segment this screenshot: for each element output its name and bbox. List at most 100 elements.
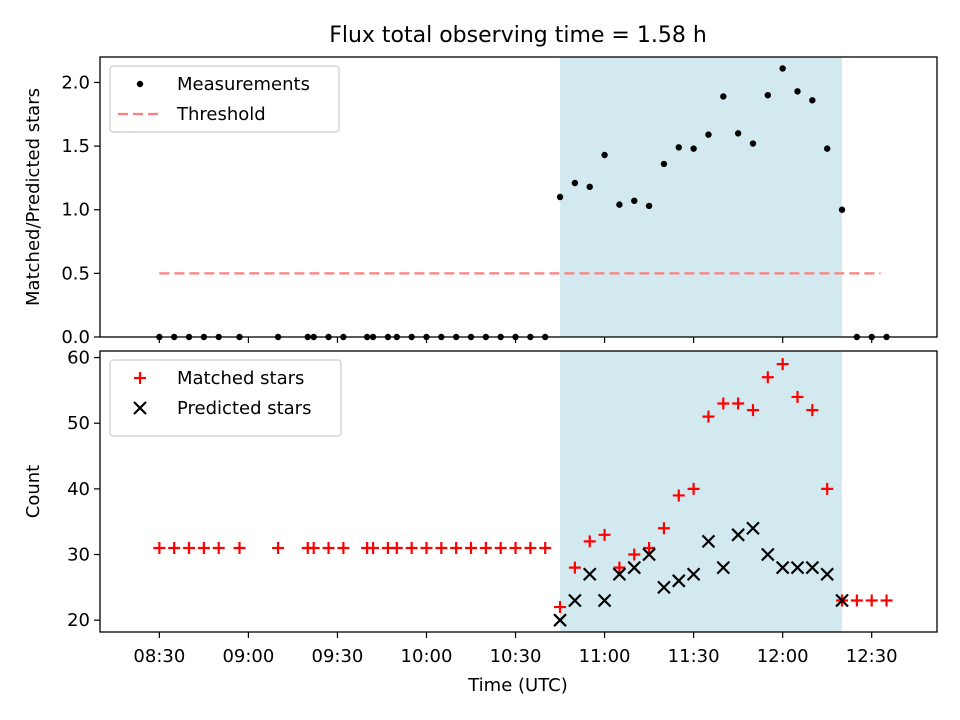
data-point bbox=[645, 202, 653, 210]
x-tick-label: 11:30 bbox=[668, 646, 720, 667]
data-point bbox=[583, 535, 596, 548]
data-point bbox=[791, 390, 804, 403]
data-point bbox=[794, 88, 801, 95]
data-point bbox=[717, 397, 730, 410]
data-point bbox=[568, 593, 582, 608]
data-point bbox=[865, 594, 878, 607]
data-point bbox=[702, 410, 715, 423]
data-point bbox=[734, 130, 742, 137]
data-point bbox=[776, 358, 789, 371]
data-point bbox=[627, 560, 642, 575]
data-point bbox=[761, 371, 774, 384]
axes-frame bbox=[99, 350, 938, 633]
data-point bbox=[568, 561, 581, 574]
data-point bbox=[779, 65, 786, 72]
data-point bbox=[465, 541, 478, 554]
data-point bbox=[307, 541, 320, 554]
x-tick-label: 12:30 bbox=[846, 646, 898, 667]
data-point bbox=[183, 541, 196, 554]
data-point bbox=[212, 541, 225, 554]
data-point bbox=[820, 567, 834, 582]
y-tick-label: 0.0 bbox=[61, 327, 90, 348]
data-point bbox=[806, 404, 819, 417]
data-point bbox=[616, 201, 623, 208]
data-point bbox=[586, 183, 593, 191]
top-panel-ratio: 0.0 0.5 1.0 1.5 2.0 Matched/Predicted stars Me… bbox=[23, 56, 938, 348]
x-tick-label: 08:30 bbox=[133, 646, 185, 667]
series-measurements bbox=[156, 65, 890, 341]
data-point bbox=[631, 197, 638, 205]
data-point bbox=[367, 541, 380, 554]
data-point bbox=[643, 541, 656, 554]
y-tick-label: 40 bbox=[67, 479, 90, 500]
data-point bbox=[764, 91, 772, 99]
data-point bbox=[809, 97, 816, 104]
data-point bbox=[675, 144, 682, 151]
y-tick-label: 30 bbox=[67, 545, 90, 566]
data-point bbox=[420, 541, 433, 554]
y-tick-label: 20 bbox=[67, 610, 90, 631]
data-point bbox=[612, 567, 627, 582]
legend-box bbox=[109, 359, 342, 437]
x-tick-label: 10:00 bbox=[401, 646, 453, 667]
y-tick-label: 0.5 bbox=[61, 263, 90, 284]
data-point bbox=[716, 560, 731, 575]
legend: Matched stars Predicted stars bbox=[109, 359, 342, 437]
data-point bbox=[660, 160, 668, 168]
data-point bbox=[672, 489, 685, 502]
data-point bbox=[761, 547, 775, 562]
x-axis-label: Time (UTC) bbox=[467, 675, 568, 696]
legend-label: Predicted stars bbox=[177, 398, 311, 419]
legend-label: Measurements bbox=[177, 74, 310, 95]
data-point bbox=[479, 541, 492, 554]
legend-box bbox=[109, 65, 340, 133]
y-axis-label: Matched/Predicted stars bbox=[23, 88, 44, 306]
y-tick-label: 1.5 bbox=[61, 136, 90, 157]
data-point bbox=[556, 193, 564, 201]
data-point bbox=[642, 547, 656, 562]
data-point bbox=[322, 541, 335, 554]
data-point bbox=[435, 541, 448, 554]
data-point bbox=[731, 528, 745, 542]
data-point bbox=[749, 140, 757, 147]
y-tick-label: 1.0 bbox=[61, 200, 90, 221]
data-point bbox=[524, 541, 537, 554]
data-point bbox=[553, 613, 567, 627]
data-point bbox=[509, 541, 522, 554]
legend-label: Threshold bbox=[176, 104, 266, 125]
x-tick-label: 10:30 bbox=[490, 646, 542, 667]
data-point bbox=[823, 145, 831, 152]
y-tick-label: 2.0 bbox=[61, 72, 90, 93]
observing-window-span bbox=[560, 57, 843, 337]
data-point bbox=[657, 522, 670, 535]
data-point bbox=[390, 541, 403, 554]
observing-window-span bbox=[560, 351, 843, 632]
data-point bbox=[746, 404, 759, 417]
data-point bbox=[598, 528, 611, 541]
y-tick-label: 60 bbox=[67, 348, 90, 369]
data-point bbox=[880, 594, 893, 607]
data-point bbox=[821, 482, 834, 495]
data-point bbox=[539, 541, 552, 554]
series-matched-stars bbox=[153, 358, 893, 614]
data-point bbox=[450, 541, 463, 554]
data-point bbox=[790, 560, 805, 575]
y-axis-label: Count bbox=[23, 465, 44, 518]
data-point bbox=[571, 179, 579, 187]
data-point bbox=[153, 541, 166, 554]
data-point bbox=[835, 593, 849, 608]
data-point bbox=[597, 593, 612, 608]
data-point bbox=[850, 594, 863, 607]
x-tick-label: 09:30 bbox=[312, 646, 364, 667]
data-point bbox=[701, 534, 716, 549]
y-tick-label: 50 bbox=[67, 413, 90, 434]
series-predicted-stars bbox=[553, 521, 849, 627]
data-point bbox=[671, 574, 686, 588]
x-tick-label: 11:00 bbox=[579, 646, 631, 667]
legend: Measurements Threshold bbox=[109, 65, 340, 133]
data-point bbox=[657, 580, 671, 595]
x-tick-label: 09:00 bbox=[222, 646, 274, 667]
data-point bbox=[687, 482, 700, 495]
x-tick-label: 12:00 bbox=[757, 646, 809, 667]
